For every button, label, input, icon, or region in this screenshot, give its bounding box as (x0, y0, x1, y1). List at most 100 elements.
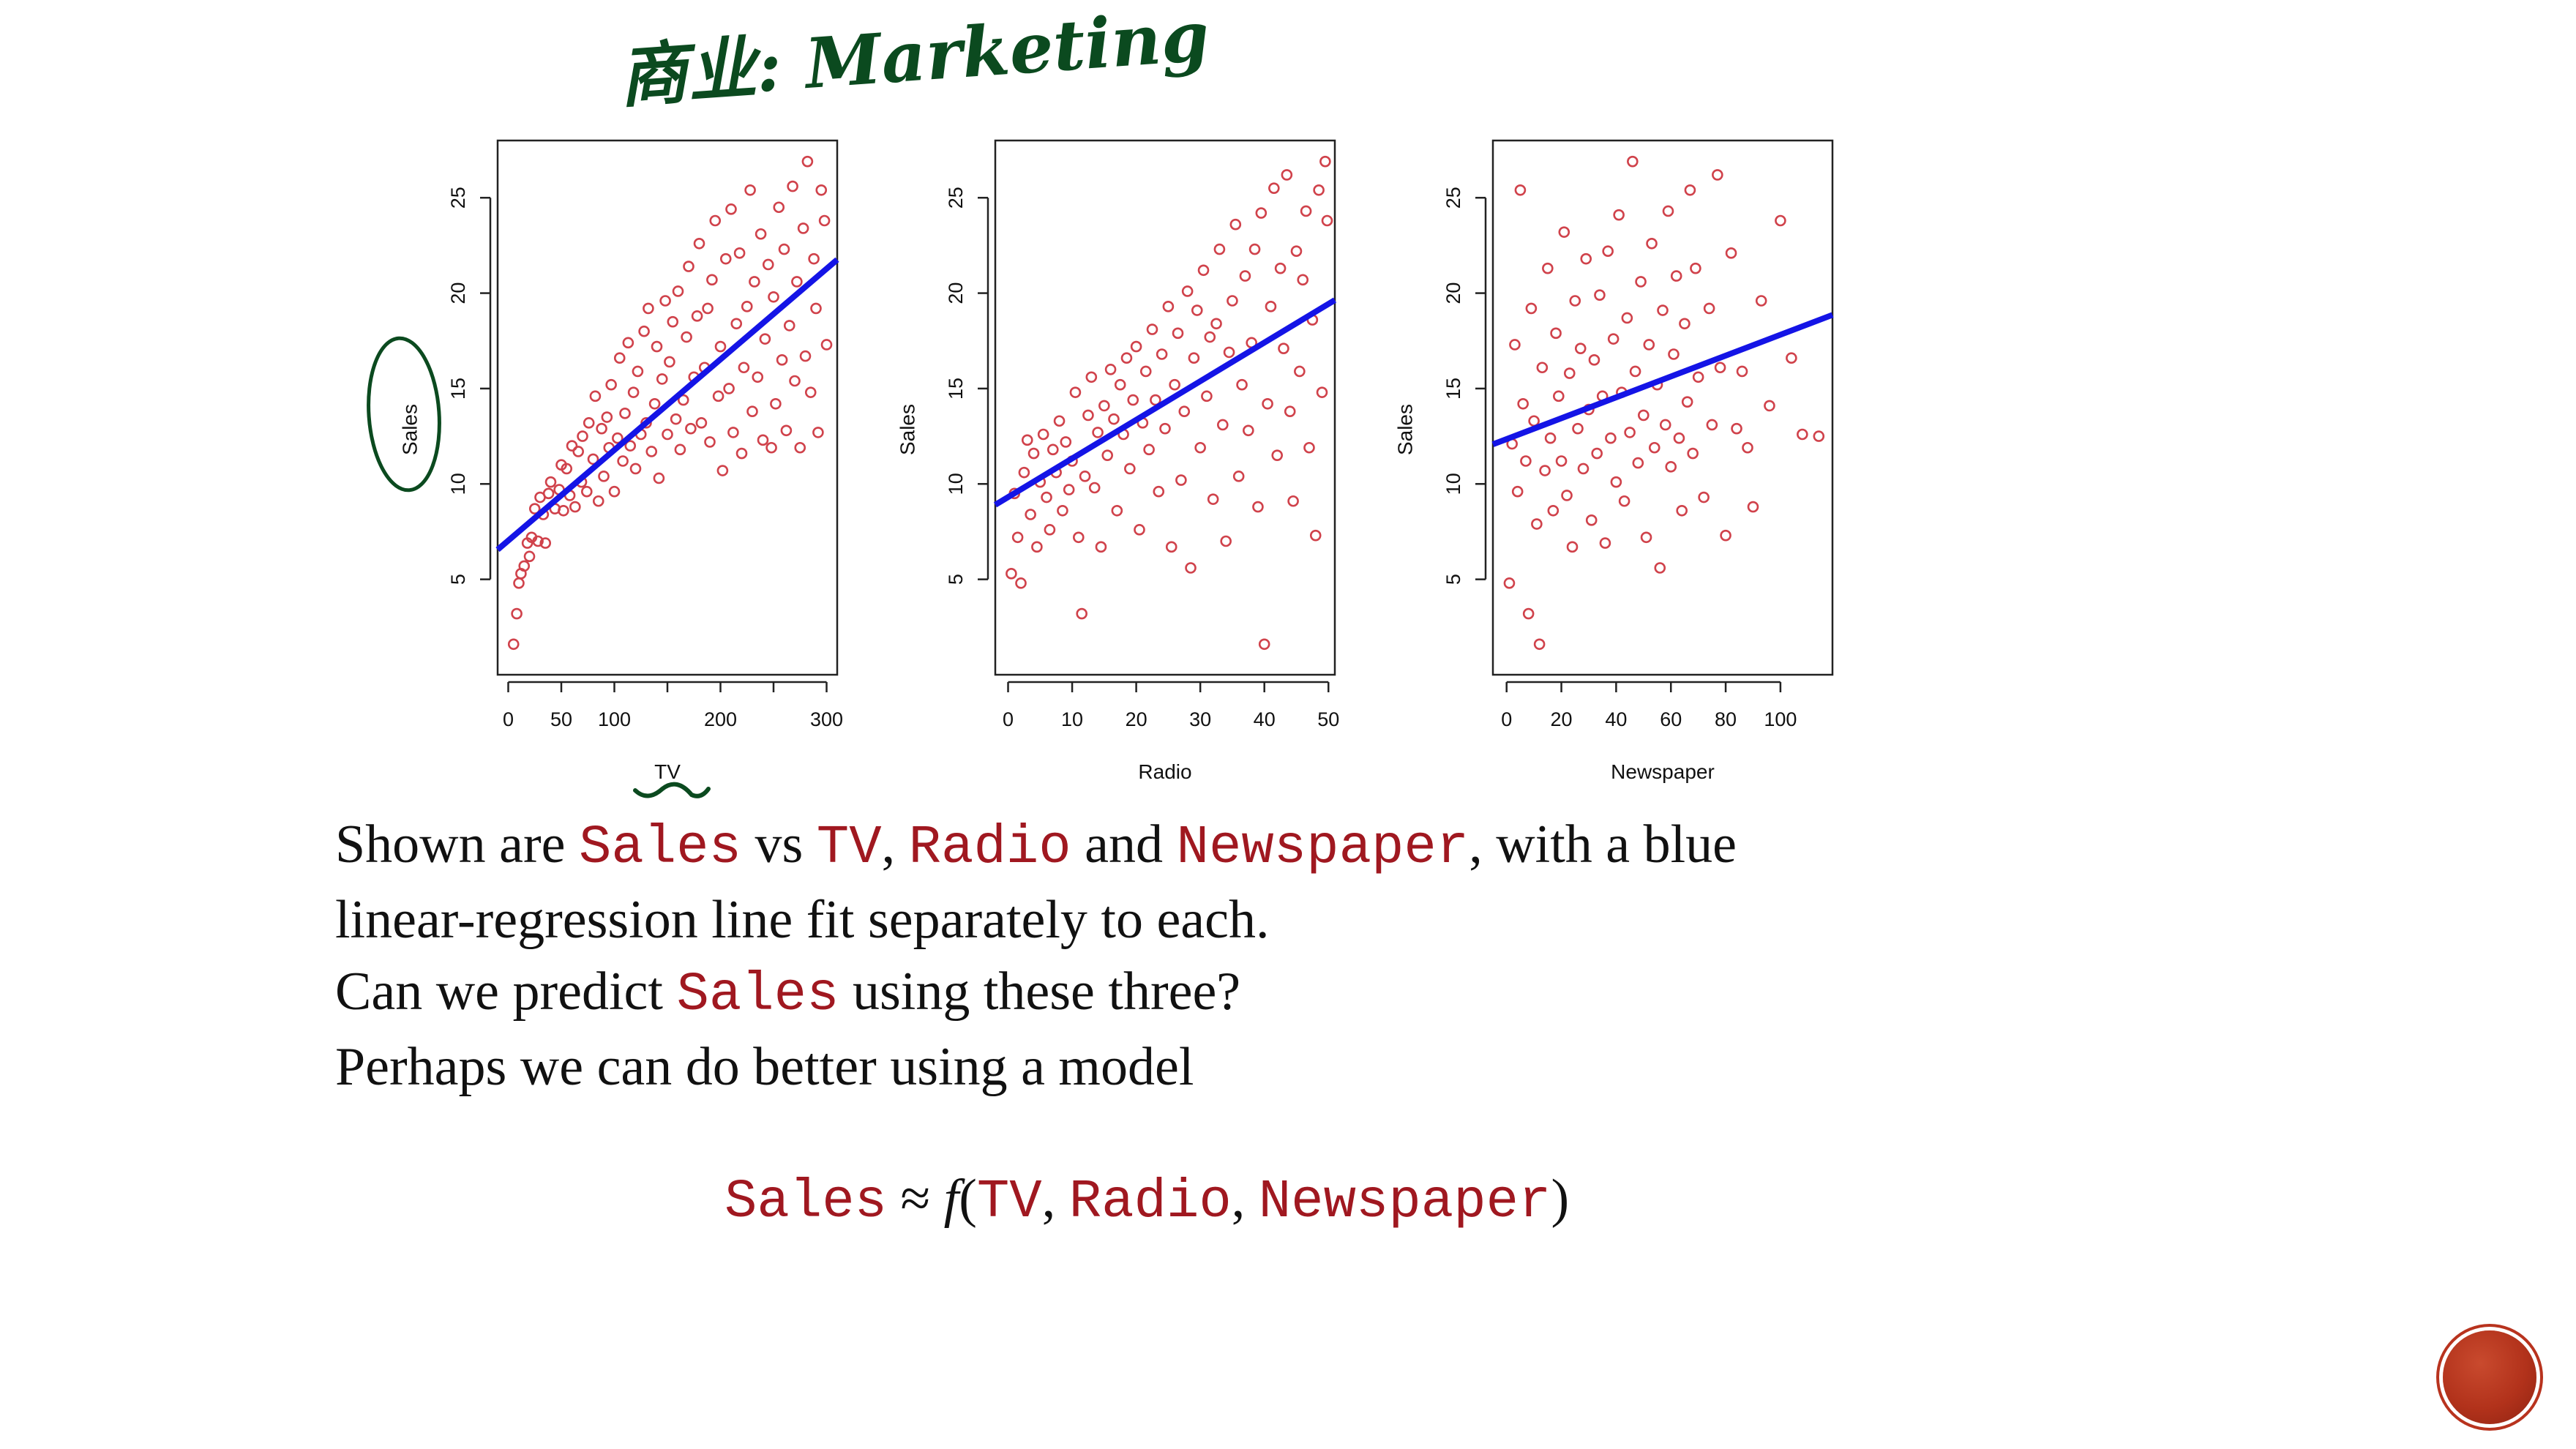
body-line-1: Shown are Sales vs TV, Radio and Newspap… (335, 809, 1945, 884)
x-tick-label: 50 (1317, 708, 1339, 730)
line1-comma: , (881, 815, 909, 875)
regression-line (495, 257, 839, 553)
data-point (1665, 461, 1677, 473)
data-point (1088, 482, 1101, 494)
data-point (1063, 484, 1075, 495)
data-point (1569, 295, 1581, 307)
formula-sales: Sales (724, 1172, 888, 1233)
data-point (1060, 436, 1072, 448)
data-point (778, 243, 790, 255)
scatter-points (507, 155, 833, 651)
data-point (685, 422, 697, 435)
data-point (1053, 415, 1066, 427)
data-point (1676, 504, 1688, 517)
slide-nav-button[interactable] (2443, 1330, 2536, 1424)
scatter-points (1006, 155, 1333, 651)
formula-radio: Radio (1068, 1172, 1232, 1233)
data-point (598, 471, 610, 482)
data-point (1124, 463, 1136, 475)
data-point (1764, 400, 1775, 412)
body-line-3: Can we predict Sales using these three? (335, 956, 1945, 1031)
data-point (1185, 562, 1197, 574)
data-point (1146, 323, 1158, 335)
data-point (1236, 378, 1248, 391)
data-point (1220, 535, 1232, 547)
data-point (1178, 405, 1191, 418)
data-point (532, 535, 544, 547)
data-point (1085, 371, 1098, 383)
data-point (1577, 463, 1590, 475)
y-tick-label: 15 (945, 378, 967, 400)
data-point (1204, 331, 1216, 343)
data-point (1684, 184, 1696, 196)
data-point (1216, 419, 1229, 431)
data-point (1621, 312, 1633, 324)
data-point (580, 485, 593, 498)
data-point (542, 487, 555, 500)
y-tick-label: 10 (945, 473, 967, 495)
data-point (735, 447, 748, 460)
data-point (1657, 304, 1669, 316)
data-point (1731, 422, 1742, 435)
data-point (1210, 318, 1222, 330)
data-point (1153, 485, 1165, 498)
data-point (1006, 568, 1017, 580)
data-point (632, 365, 644, 378)
data-point (810, 302, 822, 315)
formula-f: f (943, 1169, 959, 1229)
body-line-4: Perhaps we can do better using a model (335, 1037, 1194, 1097)
data-point (691, 310, 703, 322)
data-point (733, 247, 746, 259)
x-tick-label: 100 (1764, 708, 1797, 730)
y-axis-label: Sales (1393, 404, 1416, 455)
data-point (1544, 432, 1557, 444)
y-tick-label: 20 (447, 282, 469, 304)
data-point (820, 339, 833, 351)
code-sales-2: Sales (676, 965, 839, 1026)
data-point (612, 432, 624, 444)
data-point (1681, 396, 1693, 408)
data-point (613, 352, 626, 364)
data-point (566, 440, 578, 452)
data-point (1542, 262, 1554, 274)
data-point (1232, 471, 1245, 482)
data-point (1588, 354, 1600, 366)
data-point (608, 485, 621, 498)
data-point (1725, 247, 1737, 259)
x-tick-label: 100 (598, 708, 631, 730)
slide-body-text: Shown are Sales vs TV, Radio and Newspap… (335, 809, 1945, 1103)
data-point (741, 301, 753, 312)
data-point (1797, 428, 1808, 441)
data-point (1021, 434, 1033, 446)
data-point (1514, 184, 1527, 196)
data-point (1191, 304, 1203, 316)
data-point (1654, 562, 1666, 574)
data-point (1076, 607, 1087, 620)
data-point (1207, 493, 1219, 505)
x-tick-label: 10 (1061, 708, 1083, 730)
data-point (587, 453, 599, 465)
data-point (757, 434, 769, 446)
y-axis-label: Sales (398, 404, 421, 455)
x-tick-label: 40 (1605, 708, 1627, 730)
data-point (725, 203, 737, 215)
data-point (640, 417, 652, 429)
data-point (709, 214, 722, 227)
data-point (572, 446, 585, 457)
data-point (1539, 465, 1551, 476)
data-point (1197, 264, 1210, 277)
data-point (1509, 339, 1521, 351)
data-point (1602, 245, 1614, 258)
data-point (1635, 276, 1647, 288)
data-point (749, 276, 760, 288)
data-point (624, 440, 637, 452)
y-axis-label: Sales (896, 404, 918, 455)
line1-and: and (1071, 815, 1177, 875)
data-point (1150, 394, 1161, 406)
data-point (1692, 371, 1704, 383)
data-point (653, 472, 665, 484)
data-point (1011, 531, 1024, 544)
data-point (1262, 397, 1273, 410)
data-point (1268, 182, 1280, 194)
